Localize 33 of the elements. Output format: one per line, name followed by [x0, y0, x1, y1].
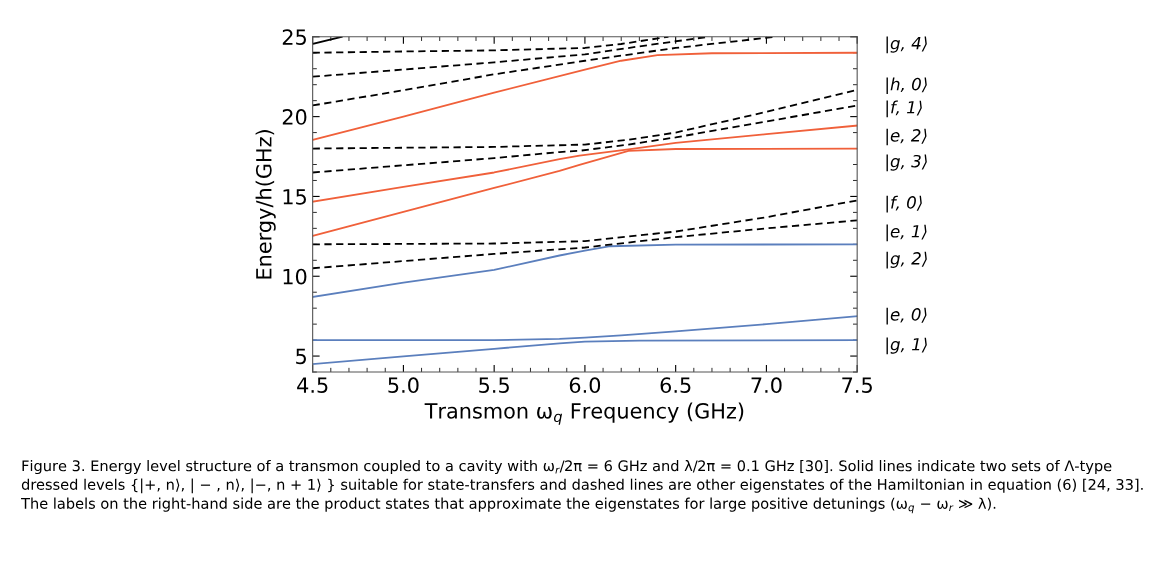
x-tick-label: 6.5	[660, 377, 691, 394]
text: |g, 2⟩	[886, 251, 927, 269]
text: |h, 0⟩	[886, 77, 927, 95]
x-tick-label: 4.5	[297, 377, 328, 394]
line-series	[312, 199, 858, 246]
y-tick-label: 15	[283, 189, 306, 205]
y-tick-label: 10	[283, 268, 307, 285]
text: |g, 3⟩	[886, 154, 927, 172]
y-tick-label: 25	[282, 29, 306, 46]
x-tick-label: 7.5	[842, 377, 872, 394]
text: |e, 0⟩	[886, 307, 927, 325]
y-tick-label: 5	[296, 348, 306, 365]
line-series	[312, 36, 670, 54]
y-tick-label: 20	[282, 109, 307, 125]
line-series	[312, 339, 858, 365]
x-axis-title: Transmon ω$_{q}$ Frequency (GHz)	[424, 402, 744, 425]
line-series	[312, 315, 858, 342]
x-tick-label: 5.0	[388, 377, 419, 394]
text: |g, 4⟩	[886, 36, 927, 54]
line-series	[312, 243, 858, 298]
text: |f, 0⟩	[886, 195, 922, 213]
text: |f, 1⟩	[886, 100, 922, 118]
line-series	[312, 104, 858, 174]
text: |e, 1⟩	[886, 224, 927, 242]
x-tick-label: 7.0	[751, 377, 782, 394]
text: Figure 3. Energy level structure of a transmon coupled to a cavity with ω$_{r}$/2π = 6 GHz and λ/2π = 0.1 GHz [30]. Solid lines indicate two sets of Λ-type dressed levels {|+, n⟩, | − , n⟩, |−, n + 1⟩ } suitable for state-transfers and dashed lines are other eigenstates of the Hamiltonian in equation (6) [24, 33]. The labels on the right-hand side are the product states that approximate the eigenstates for large positive detunings (ω$_{q}$ − ω$_{r}$ ≫ λ).	[21, 460, 1143, 514]
y-axis-title: Energy/h(GHz)	[255, 130, 276, 279]
x-tick-label: 6.0	[569, 377, 601, 394]
text: |g, 1⟩	[886, 337, 927, 355]
line-series	[312, 219, 858, 270]
text: |e, 2⟩	[886, 128, 927, 146]
line-series	[312, 51, 858, 141]
x-tick-label: 5.5	[479, 377, 509, 394]
